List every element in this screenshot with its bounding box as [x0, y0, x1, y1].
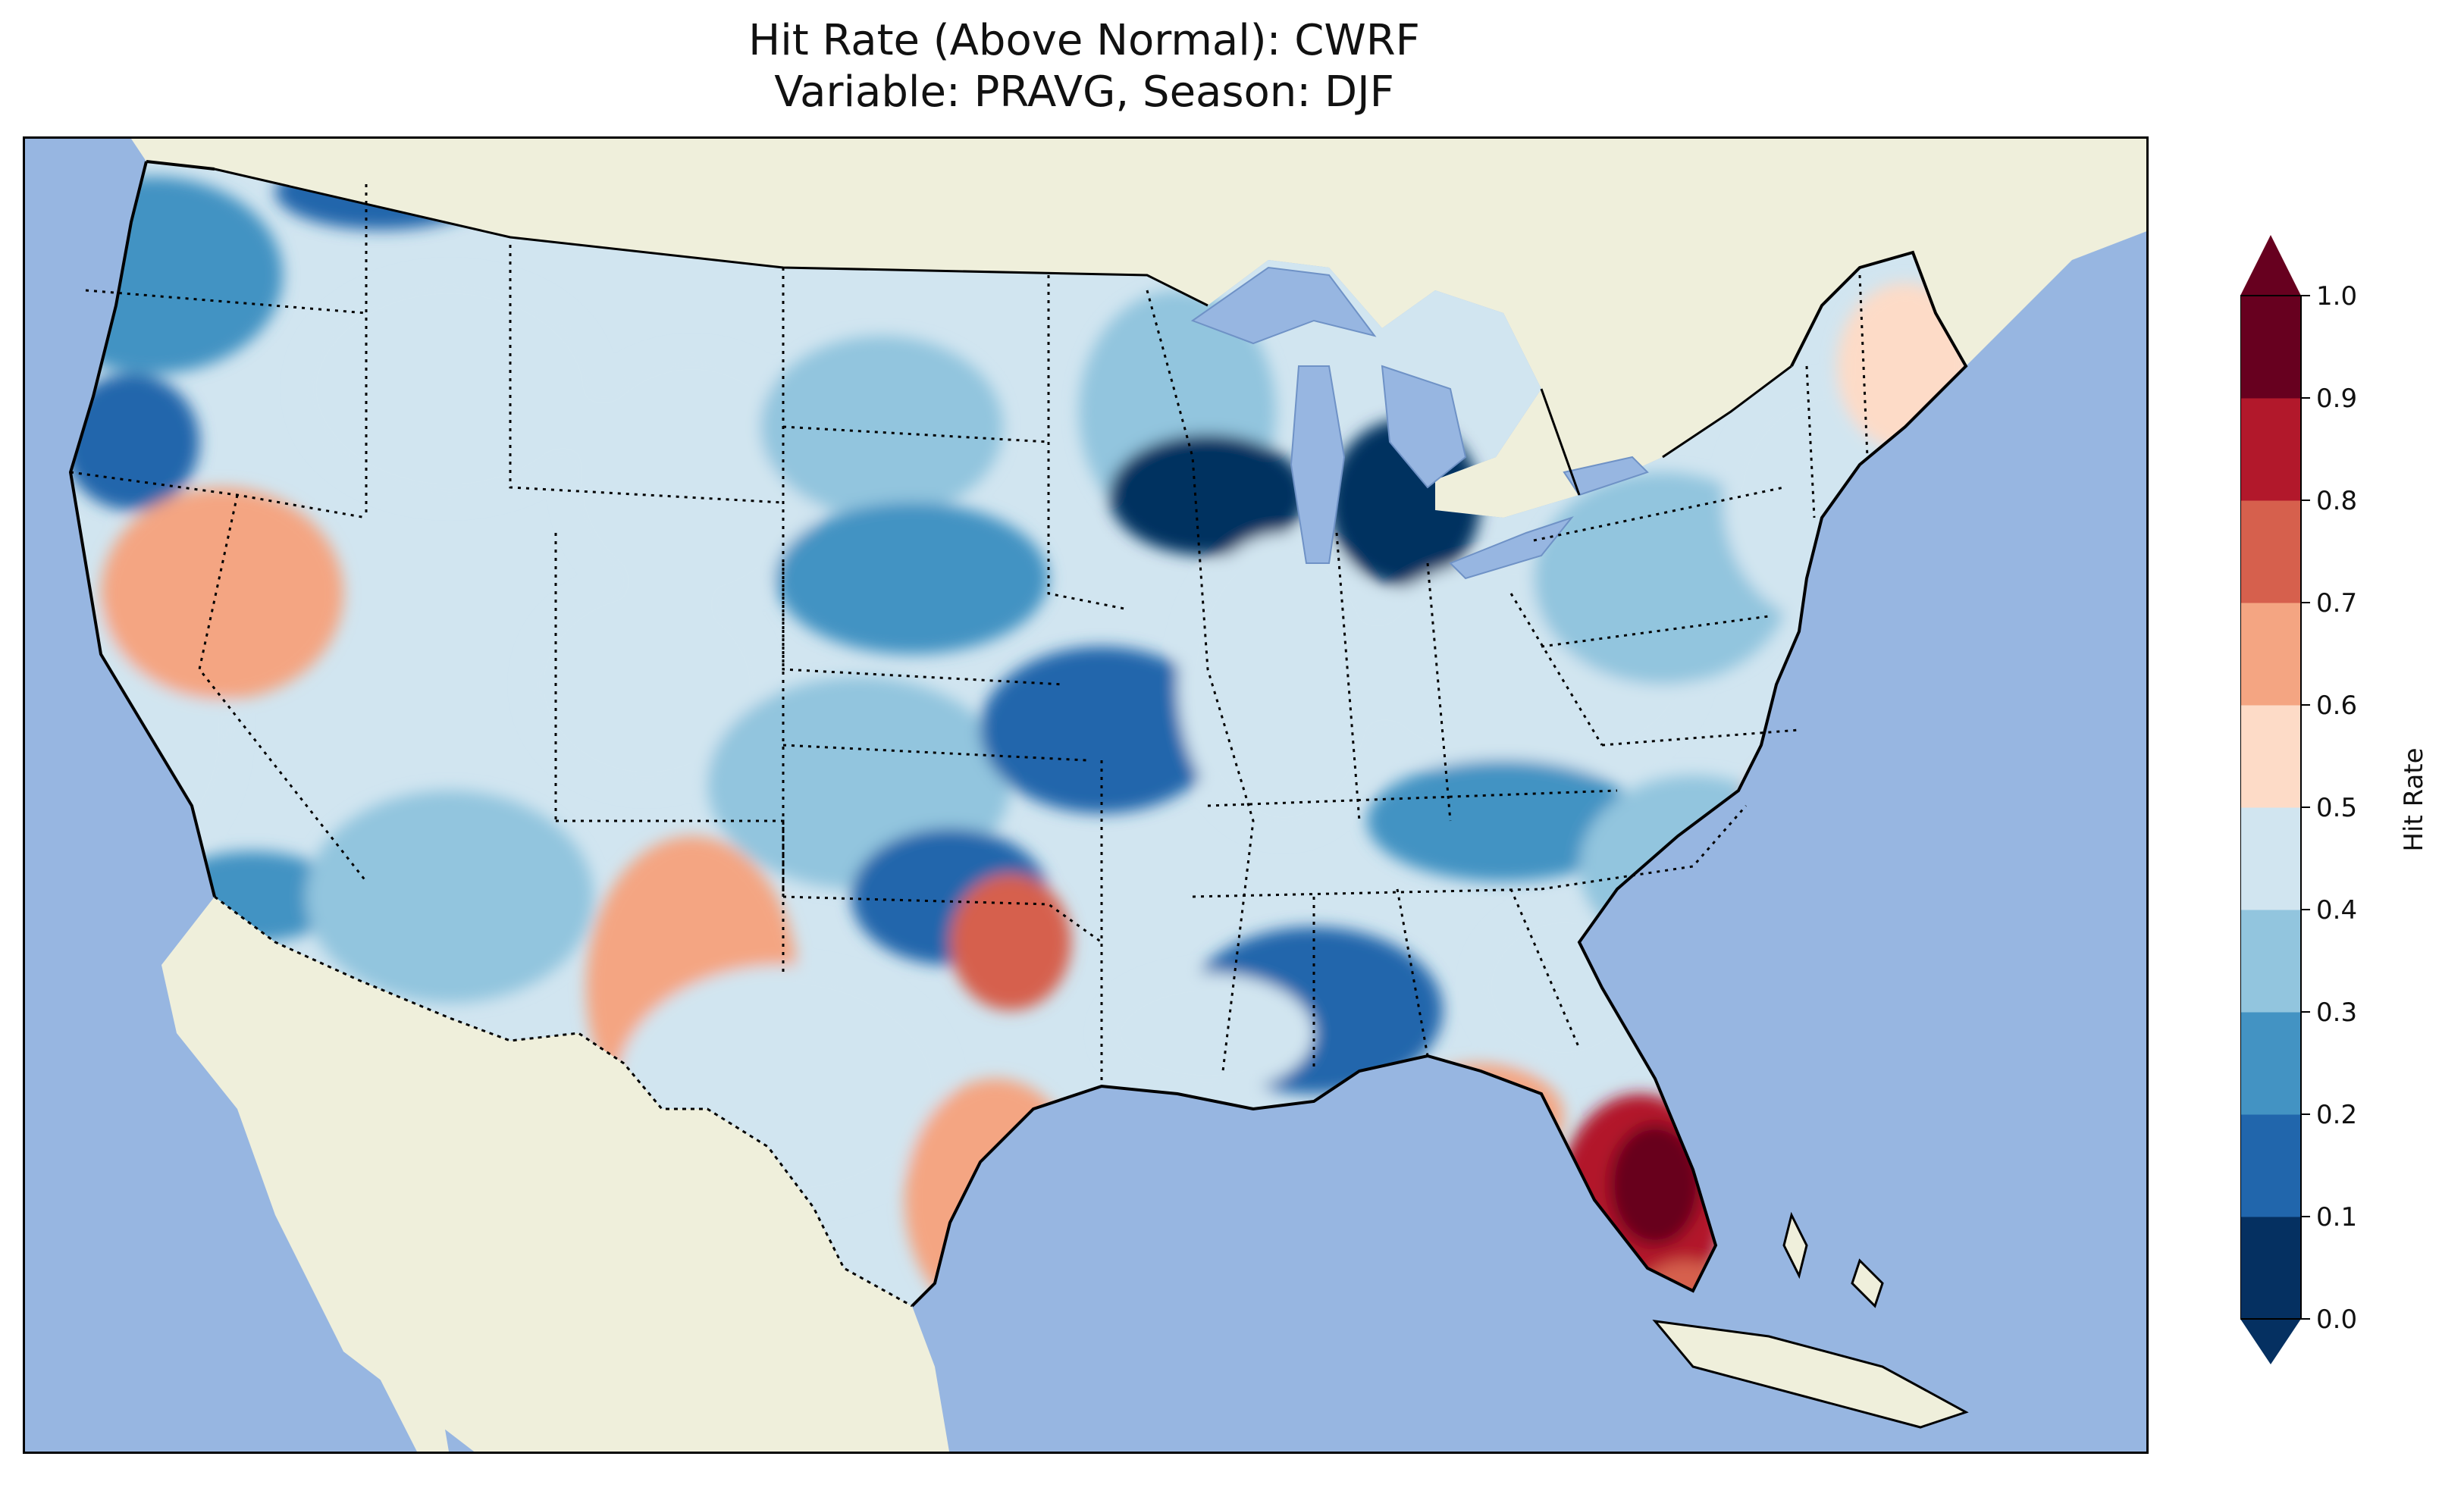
colorbar-tick-label: 0.5: [2316, 793, 2357, 823]
colorbar-segment: [2240, 296, 2301, 399]
state-border-tx-ok: [782, 895, 1102, 944]
colorbar-tick-label: 0.8: [2316, 486, 2357, 516]
state-border-pa-ny: [1533, 486, 1785, 648]
state-borders: [70, 184, 1869, 1086]
map-title-line-2: Variable: PRAVG, Season: DJF: [774, 67, 1394, 117]
colorbar-tick-label: 0.3: [2316, 998, 2357, 1028]
state-border-il-in-oh: [1335, 532, 1603, 822]
heatmap-region: [1367, 760, 1640, 882]
map-canvas: [25, 139, 2146, 1452]
colorbar-tick-label: 0.2: [2316, 1100, 2357, 1130]
map-title-line-1: Hit Rate (Above Normal): CWRF: [748, 16, 1420, 65]
colorbar-segment: [2240, 705, 2301, 808]
heatmap-region: [980, 647, 1223, 813]
colorbar-tick-label: 0.9: [2316, 384, 2357, 414]
colorbar-segment: [2240, 398, 2301, 501]
heatmap-region: [1109, 434, 1306, 556]
state-border-dakotas: [782, 268, 1064, 686]
colorbar-segment: [2240, 1012, 2301, 1115]
state-border-mn-ia: [1047, 275, 1125, 610]
heatmap-region: [1610, 1124, 1701, 1245]
colorbar-tick-label: 0.4: [2316, 895, 2357, 926]
cuba-island: [1652, 1320, 1969, 1429]
heatmap-region: [1177, 533, 1390, 836]
bahamas-island: [1782, 1211, 1808, 1279]
colorbar-segments: [2240, 296, 2301, 1320]
state-border-sd-ne: [782, 425, 1049, 443]
heatmap-region: [563, 351, 821, 609]
colorbar-tick-label: 0.0: [2316, 1305, 2357, 1335]
lake-ontario: [1563, 456, 1649, 496]
state-border-ky-tn: [1207, 789, 1618, 807]
heatmap-region: [306, 791, 594, 1003]
state-border-wa-or: [85, 289, 367, 315]
colorbar-tick-label: 0.6: [2316, 691, 2357, 721]
colorbar-label: Hit Rate: [2399, 747, 2429, 851]
great-lakes: [1190, 266, 1649, 580]
lake-michigan: [1290, 365, 1346, 564]
baja-peninsula: [252, 1071, 449, 1452]
heatmap-region: [950, 874, 1071, 1010]
colorbar: 0.0 0.1 0.2 0.3 0.4 0.5 0.6 0.7 0.8 0.9 1.0 Hit Ra…: [2240, 235, 2429, 1364]
state-border-mt-wy: [509, 245, 784, 504]
canada-land: [131, 139, 2146, 518]
mexico-us-border: [214, 895, 913, 1308]
lake-superior: [1190, 266, 1377, 345]
state-border-new-england: [1805, 274, 1869, 518]
lake-huron: [1381, 365, 1467, 489]
colorbar-ticks: 0.0 0.1 0.2 0.3 0.4 0.5 0.6 0.7 0.8 0.9 1.0: [2301, 281, 2357, 1335]
us-coastline: [68, 160, 1968, 1308]
colorbar-segment: [2240, 500, 2301, 603]
state-border-ca-nv: [198, 494, 368, 882]
colorbar-segment: [2240, 1217, 2301, 1320]
state-border-az-nm: [556, 819, 785, 973]
bahamas-island: [1851, 1258, 1884, 1308]
heatmap-region: [1102, 973, 1314, 1094]
colorbar-segment: [2240, 603, 2301, 706]
map-frame: [23, 136, 2149, 1454]
state-border-ks-ok: [782, 744, 1087, 762]
colorbar-segment: [2240, 1114, 2301, 1217]
state-border-ms-al-ga: [1312, 888, 1581, 1071]
heatmap-region: [525, 578, 768, 791]
colorbar-segment: [2240, 910, 2301, 1013]
colorbar-tick-label: 0.1: [2316, 1202, 2357, 1232]
heatmap-region: [298, 275, 601, 503]
state-border-carolinas: [1541, 805, 1748, 891]
heatmap-region: [760, 336, 1003, 518]
lake-erie: [1449, 515, 1574, 580]
caribbean-islands: [1652, 1211, 1969, 1429]
colorbar-tick-label: 1.0: [2316, 281, 2357, 312]
colorbar-tick-label: 0.7: [2316, 588, 2357, 619]
colorbar-extend-over: [2240, 235, 2301, 296]
state-border-mississippi-river: [1146, 290, 1255, 1072]
colorbar-extend-under: [2240, 1319, 2301, 1364]
colorbar-segment: [2240, 807, 2301, 910]
heatmap-region: [776, 503, 1049, 654]
heatmap-region: [101, 487, 343, 700]
